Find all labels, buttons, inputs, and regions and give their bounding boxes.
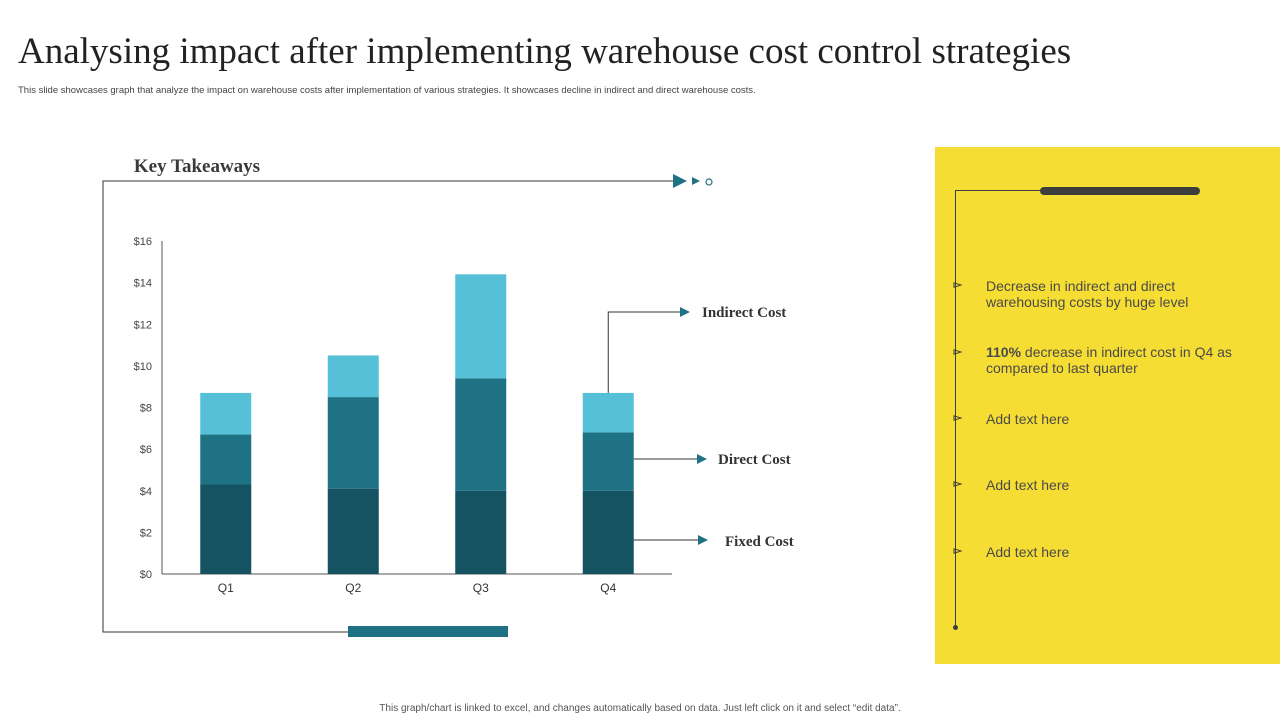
legend-arrow-icon-fixed-cost bbox=[698, 535, 708, 545]
y-tick-label: $4 bbox=[140, 486, 152, 498]
frame-circle-icon bbox=[705, 178, 713, 186]
legend-label-fixed-cost: Fixed Cost bbox=[725, 534, 794, 550]
bar-fixed-cost-q3 bbox=[455, 490, 507, 574]
takeaway-text: Add text here bbox=[986, 411, 1070, 427]
panel-line-horizontal bbox=[955, 190, 1045, 191]
page-title: Analysing impact after implementing ware… bbox=[18, 31, 1072, 72]
bar-direct-cost-q2 bbox=[327, 397, 379, 489]
x-tick-label: Q3 bbox=[473, 581, 489, 595]
bar-direct-cost-q4 bbox=[582, 432, 634, 491]
pointer-arrow-icon bbox=[953, 548, 963, 554]
takeaway-text: Add text here bbox=[986, 477, 1070, 493]
takeaway-text: Decrease in indirect and direct warehous… bbox=[986, 278, 1189, 310]
chart-frame-line bbox=[102, 180, 676, 633]
y-tick-label: $12 bbox=[134, 319, 152, 331]
panel-line-end-dot bbox=[953, 625, 958, 630]
x-tick-label: Q4 bbox=[600, 581, 616, 595]
x-tick-label: Q1 bbox=[218, 581, 234, 595]
bar-direct-cost-q3 bbox=[455, 378, 507, 491]
y-tick-label: $8 bbox=[140, 403, 152, 415]
y-tick-label: $0 bbox=[140, 569, 152, 581]
y-tick-label: $16 bbox=[134, 236, 152, 248]
legend-arrow-icon-direct-cost bbox=[697, 454, 707, 464]
bar-fixed-cost-q2 bbox=[327, 488, 379, 574]
bar-direct-cost-q1 bbox=[200, 434, 252, 485]
y-tick-label: $10 bbox=[134, 361, 152, 373]
bar-indirect-cost-q3 bbox=[455, 274, 507, 379]
bar-fixed-cost-q4 bbox=[582, 490, 634, 574]
y-tick-label: $2 bbox=[140, 527, 152, 539]
legend-label-direct-cost: Direct Cost bbox=[718, 452, 791, 468]
page-subtitle: This slide showcases graph that analyze … bbox=[18, 85, 756, 96]
pointer-arrow-icon bbox=[953, 415, 963, 421]
legend-leader-indirect-cost bbox=[607, 311, 680, 393]
legend-arrow-icon-indirect-cost bbox=[680, 307, 690, 317]
bar-indirect-cost-q1 bbox=[200, 392, 252, 435]
pointer-arrow-icon bbox=[953, 481, 963, 487]
panel-line-vertical bbox=[955, 190, 956, 628]
bar-indirect-cost-q2 bbox=[327, 355, 379, 398]
frame-arrow-small-icon bbox=[692, 177, 700, 185]
chart-frame-accent-bar bbox=[348, 626, 508, 637]
frame-arrow-icon bbox=[673, 174, 687, 188]
panel-title-underline bbox=[1040, 187, 1200, 195]
pointer-arrow-icon bbox=[953, 349, 963, 355]
takeaway-text: Add text here bbox=[986, 544, 1070, 560]
takeaway-text: decrease in indirect cost in Q4 as compa… bbox=[986, 344, 1232, 376]
chart-footnote: This graph/chart is linked to excel, and… bbox=[379, 703, 901, 714]
key-takeaways-panel bbox=[935, 147, 1280, 664]
takeaway-highlight: 110% bbox=[986, 344, 1022, 360]
x-tick-label: Q2 bbox=[345, 581, 361, 595]
legend-label-indirect-cost: Indirect Cost bbox=[702, 305, 786, 321]
stacked-bar-chart: $0 $2 $4 $6 $8 $10 $12 $14 $16 Q1 Q2 Q3 Q4 Indirect… bbox=[102, 174, 794, 637]
bar-fixed-cost-q1 bbox=[200, 484, 252, 574]
y-tick-label: $14 bbox=[134, 278, 152, 290]
bar-indirect-cost-q4 bbox=[582, 392, 634, 433]
pointer-arrow-icon bbox=[953, 282, 963, 288]
key-takeaways-title: Key Takeaways bbox=[133, 156, 261, 177]
y-tick-label: $6 bbox=[140, 444, 152, 456]
